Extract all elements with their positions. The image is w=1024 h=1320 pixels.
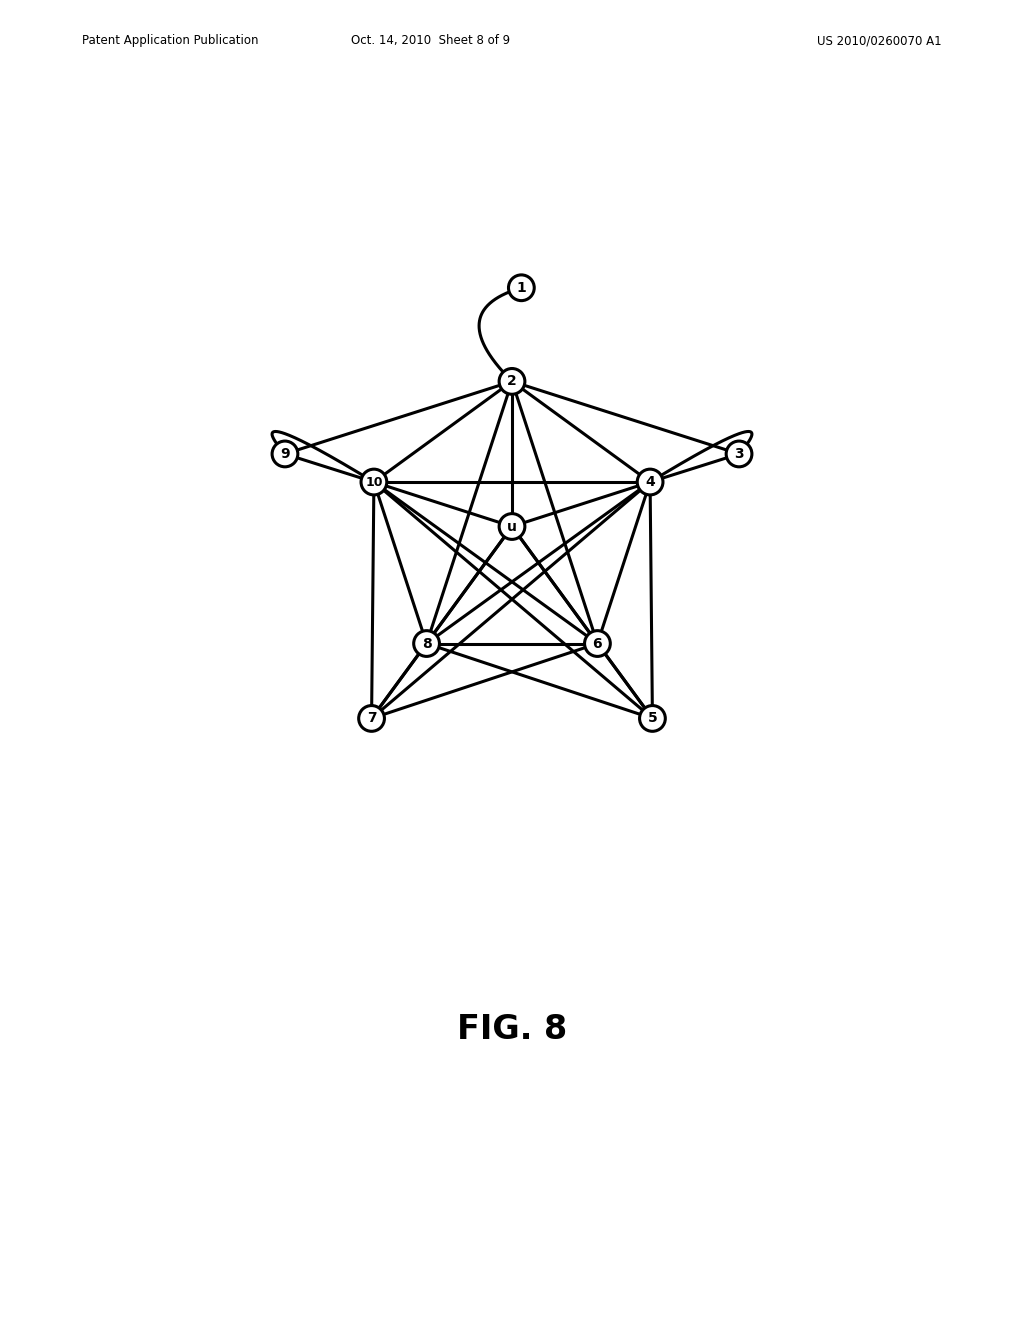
Text: US 2010/0260070 A1: US 2010/0260070 A1 [817,34,942,48]
Circle shape [637,469,663,495]
Text: FIG. 8: FIG. 8 [457,1014,567,1045]
Text: 8: 8 [422,636,431,651]
Circle shape [726,441,752,467]
Circle shape [585,631,610,656]
Text: Patent Application Publication: Patent Application Publication [82,34,258,48]
Circle shape [499,368,525,395]
Circle shape [361,469,387,495]
Circle shape [499,513,525,540]
Circle shape [414,631,439,656]
Circle shape [358,706,384,731]
Text: 2: 2 [507,375,517,388]
Text: 1: 1 [516,281,526,294]
Text: 7: 7 [367,711,377,726]
Text: 9: 9 [281,447,290,461]
Text: 10: 10 [366,475,383,488]
Text: 3: 3 [734,447,743,461]
Circle shape [509,275,535,301]
Text: 6: 6 [593,636,602,651]
Text: 4: 4 [645,475,655,488]
Circle shape [272,441,298,467]
Text: u: u [507,520,517,533]
Text: 5: 5 [647,711,657,726]
Text: Oct. 14, 2010  Sheet 8 of 9: Oct. 14, 2010 Sheet 8 of 9 [350,34,510,48]
Circle shape [640,706,666,731]
